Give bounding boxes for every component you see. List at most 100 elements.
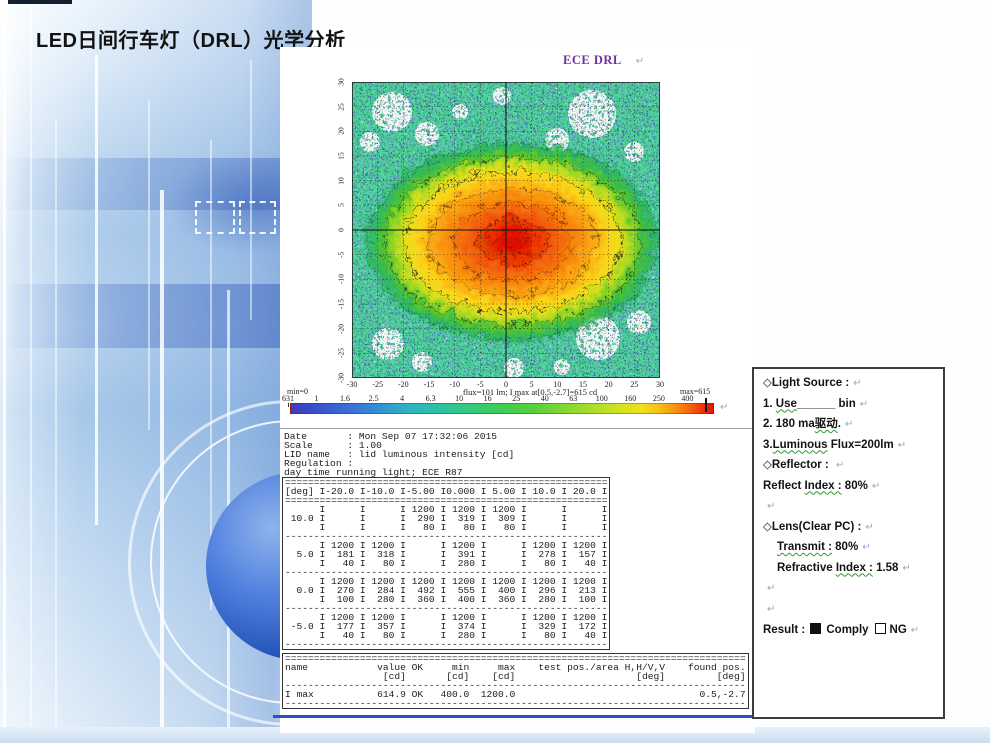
colorbar-tick-label: 2.5 bbox=[368, 394, 379, 407]
colorbar-tick-label: 6.3 bbox=[425, 394, 436, 407]
use-bin-line: 1. Use______ bin ↵ bbox=[763, 398, 939, 411]
background-streak bbox=[210, 140, 212, 610]
spellcheck-word: Index : bbox=[835, 561, 873, 574]
spec-text: Flux=200lm bbox=[827, 438, 894, 451]
heading-text: ◇Lens(Clear PC) : bbox=[763, 520, 862, 533]
spec-text: 1.58 bbox=[872, 561, 899, 574]
y-tick-label: -15 bbox=[336, 299, 346, 309]
spec-text: 80% bbox=[841, 479, 868, 492]
x-tick-label: 30 bbox=[656, 380, 664, 389]
refractive-index-line: Refractive Index : 1.58 ↵ bbox=[763, 562, 939, 575]
y-tick-label: 25 bbox=[336, 102, 346, 111]
colorbar-tick-label: 1 bbox=[314, 394, 319, 407]
background-streak bbox=[55, 120, 57, 743]
intensity-contour-plot bbox=[352, 82, 660, 378]
spec-text: . bbox=[837, 418, 841, 430]
colorbar-tick-label: 10 bbox=[455, 394, 464, 407]
paragraph-return-icon: ↵ bbox=[767, 583, 776, 594]
result-label: Result : bbox=[763, 624, 809, 636]
empty-line: ↵ bbox=[763, 603, 939, 616]
paragraph-return-icon: ↵ bbox=[897, 439, 907, 451]
background-streak bbox=[148, 100, 150, 430]
chart-title-text: ECE DRL bbox=[563, 53, 622, 67]
x-tick-label: 10 bbox=[553, 380, 562, 389]
background-band bbox=[0, 284, 312, 348]
background-corner-strip bbox=[8, 0, 72, 4]
x-axis-ticks: -30 -25 -20 -15 -10 -5 0 5 10 15 20 25 30 bbox=[347, 380, 664, 390]
background-streak bbox=[3, 0, 6, 743]
x-tick-label: -30 bbox=[346, 380, 358, 389]
colorbar-tick-label: 160 bbox=[624, 394, 637, 407]
colorbar-tick-label: 100 bbox=[595, 394, 608, 407]
heading-text: ◇Reflector : bbox=[763, 459, 832, 471]
y-tick-label: 30 bbox=[336, 78, 346, 86]
page-title: LED日间行车灯（DRL）光学分析 bbox=[36, 30, 346, 52]
intensity-data-table: ========================================… bbox=[282, 477, 611, 650]
colorbar-tick-label: 63 bbox=[569, 394, 578, 407]
background-dashed-box bbox=[195, 201, 235, 234]
paragraph-return-icon: ↵ bbox=[635, 56, 645, 67]
spec-text: ______ bin bbox=[796, 397, 856, 410]
spellcheck-word: Use bbox=[775, 397, 797, 410]
colorbar-min-label: min=0 bbox=[287, 387, 308, 396]
paragraph-return-icon: ↵ bbox=[910, 625, 920, 636]
report-header-text: Date : Mon Sep 07 17:32:06 2015 Scale : … bbox=[284, 431, 515, 478]
reflector-heading: ◇Reflector : ↵ bbox=[763, 459, 939, 472]
divider-line bbox=[280, 428, 753, 429]
x-tick-label: -15 bbox=[423, 380, 435, 389]
paragraph-return-icon: ↵ bbox=[767, 501, 776, 512]
spec-text: 3. bbox=[763, 438, 773, 451]
colorbar-tick-label: 4 bbox=[400, 394, 405, 407]
y-tick-label: -30 bbox=[336, 373, 346, 383]
colorbar-max-marker-icon bbox=[705, 398, 707, 412]
colorbar-tick-label: 40 bbox=[540, 394, 549, 407]
spec-text: Refractive bbox=[777, 561, 836, 574]
paragraph-return-icon: ↵ bbox=[853, 378, 862, 389]
comply-filled-square-icon bbox=[810, 623, 822, 634]
bottom-blue-rule bbox=[273, 715, 756, 718]
x-tick-label: 15 bbox=[579, 380, 587, 389]
paragraph-return-icon: ↵ bbox=[720, 402, 729, 413]
photometric-report: ECE DRL ↵ bbox=[273, 47, 756, 733]
colorbar-tick-label: 400 bbox=[681, 394, 694, 407]
colorbar-scale-labels: 631 1 1.6 2.5 4 6.3 10 16 25 40 63 100 160 250 400 bbox=[282, 394, 704, 407]
result-line: Result : Comply NG ↵ bbox=[763, 623, 939, 637]
spellcheck-word: Luminous bbox=[772, 438, 828, 451]
colorbar-max-label: max=615 bbox=[680, 387, 711, 396]
spec-text: Reflect bbox=[763, 479, 805, 492]
y-tick-label: 15 bbox=[336, 152, 346, 160]
background-streak bbox=[30, 0, 32, 743]
x-tick-label: -20 bbox=[397, 380, 409, 389]
colorbar-tick-label: 16 bbox=[483, 394, 492, 407]
x-tick-label: -25 bbox=[372, 380, 383, 389]
result-ng-label: NG bbox=[889, 624, 907, 636]
lens-heading: ◇Lens(Clear PC) : ↵ bbox=[763, 521, 939, 534]
paragraph-return-icon: ↵ bbox=[902, 562, 911, 574]
x-tick-label: -10 bbox=[449, 380, 460, 389]
reflect-index-line: Reflect Index : 80% ↵ bbox=[763, 480, 939, 493]
y-tick-label: -10 bbox=[336, 274, 346, 285]
empty-line: ↵ bbox=[763, 582, 939, 595]
colorbar-tick-label: 250 bbox=[652, 394, 665, 407]
paragraph-return-icon: ↵ bbox=[845, 419, 854, 430]
summary-result-table: ========================================… bbox=[282, 653, 749, 709]
x-tick-label: -5 bbox=[476, 380, 484, 389]
paragraph-return-icon: ↵ bbox=[835, 460, 845, 471]
heading-text: ◇Light Source : bbox=[763, 377, 850, 389]
spellcheck-word: Index : bbox=[804, 479, 842, 492]
paragraph-return-icon: ↵ bbox=[859, 398, 869, 410]
x-tick-label: 0 bbox=[504, 380, 508, 389]
y-tick-label: 0 bbox=[336, 228, 346, 232]
luminous-flux-line: 3.Luminous Flux=200lm ↵ bbox=[763, 439, 939, 452]
colorbar-tick-label: 1.6 bbox=[340, 394, 351, 407]
y-tick-label: 20 bbox=[336, 127, 346, 136]
x-tick-label: 20 bbox=[604, 380, 613, 389]
y-tick-label: -20 bbox=[336, 323, 346, 334]
background-streak bbox=[95, 55, 98, 525]
y-tick-label: 10 bbox=[336, 176, 346, 185]
background-streak bbox=[250, 60, 252, 320]
light-source-heading: ◇Light Source : ↵ bbox=[763, 377, 939, 390]
y-axis-ticks: 30 25 20 15 10 5 0 -5 -10 -15 -20 -25 -30 bbox=[334, 78, 348, 383]
chart-title: ECE DRL ↵ bbox=[563, 53, 645, 68]
